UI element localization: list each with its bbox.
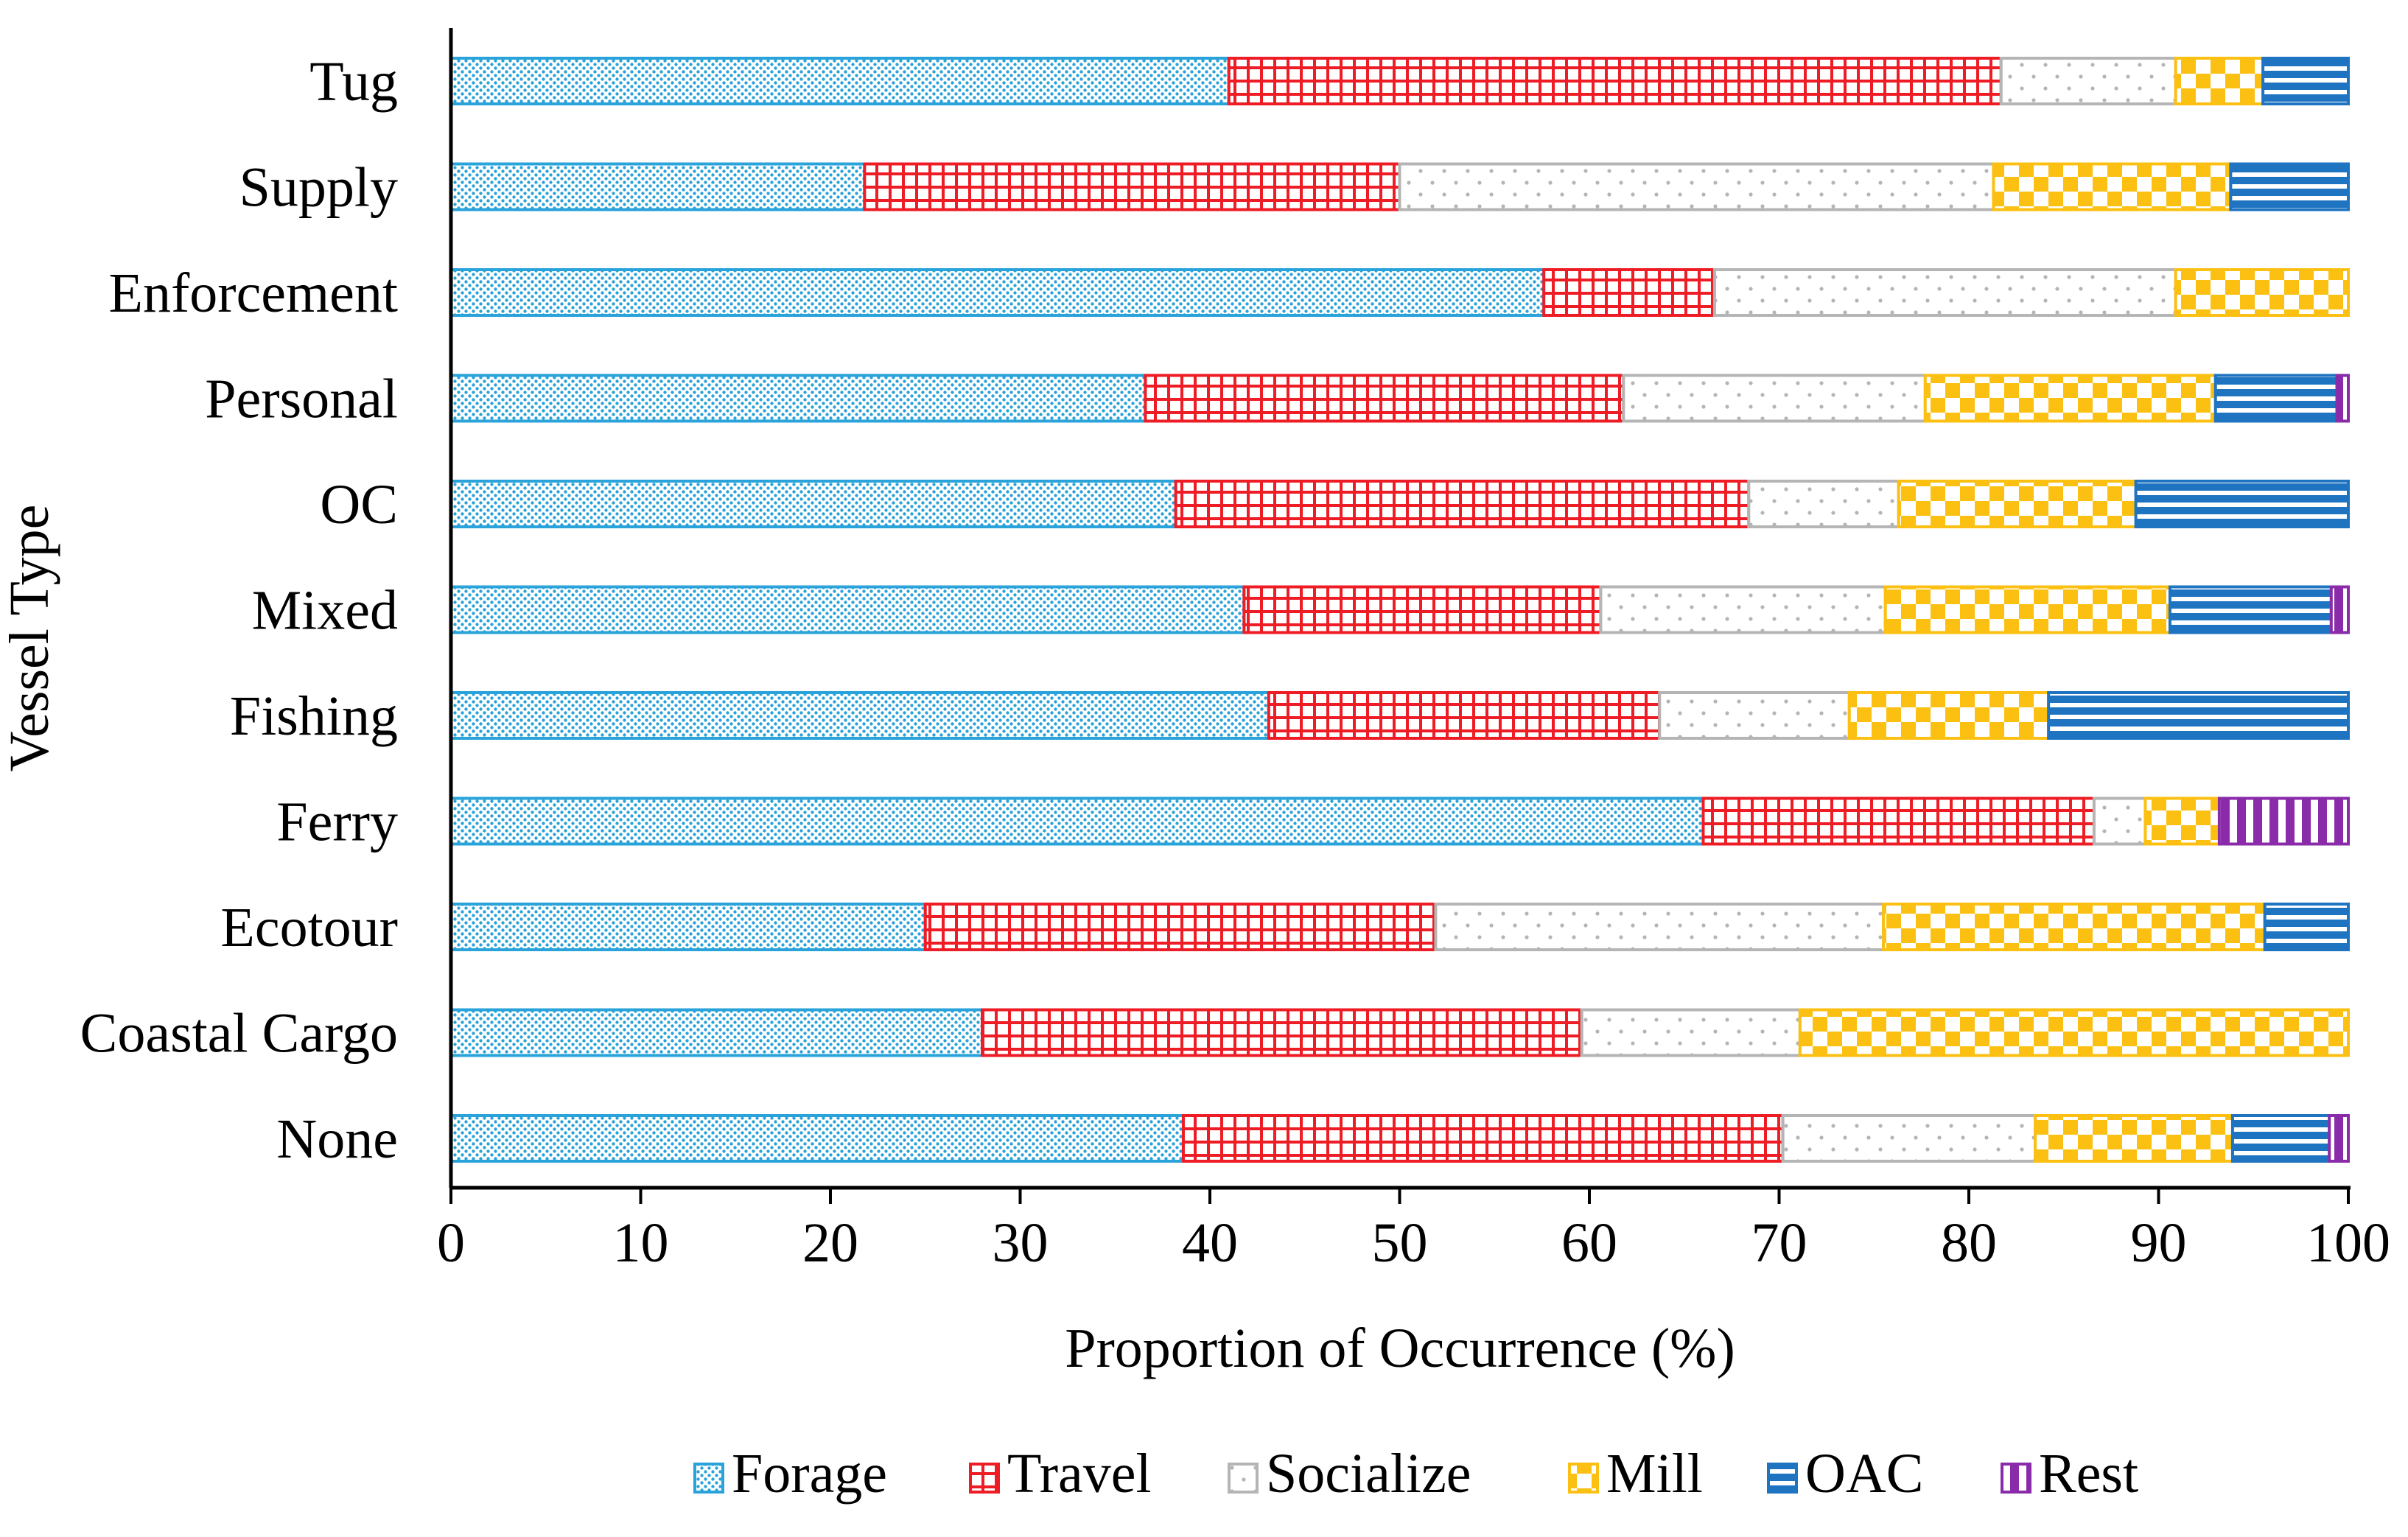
x-tick-label-0: 0 — [437, 1212, 465, 1274]
bar-mixed-oac — [2168, 585, 2333, 634]
bar-oc-socialize — [1747, 480, 1900, 528]
bar-enforcement-socialize — [1712, 268, 2177, 317]
legend-swatch-rest — [2001, 1463, 2031, 1494]
legend-label-oac: OAC — [1805, 1443, 1923, 1505]
legend-swatch-travel — [969, 1463, 1000, 1494]
category-label-supply: Supply — [239, 157, 398, 219]
bar-oc-oac — [2134, 480, 2351, 528]
bars-layer — [449, 57, 2351, 1163]
bar-fishing-oac — [2047, 691, 2350, 740]
bar-mixed-socialize — [1599, 585, 1887, 634]
category-label-oc: OC — [320, 474, 398, 536]
bar-coastal-cargo-travel — [981, 1008, 1583, 1057]
x-tick-label-100: 100 — [2306, 1212, 2390, 1274]
bar-ecotour-oac — [2263, 903, 2350, 951]
category-label-coastal-cargo: Coastal Cargo — [80, 1003, 398, 1065]
bar-ecotour-mill — [1882, 903, 2267, 951]
bar-fishing-socialize — [1658, 691, 1851, 740]
bar-ecotour-socialize — [1434, 903, 1886, 951]
bar-supply-travel — [863, 162, 1401, 211]
bar-personal-travel — [1144, 374, 1625, 423]
bar-tug-travel — [1227, 57, 2003, 105]
x-tick-label-90: 90 — [2131, 1212, 2187, 1274]
bar-personal-socialize — [1622, 374, 1927, 423]
bar-enforcement-travel — [1542, 268, 1716, 317]
x-tick-label-30: 30 — [993, 1212, 1049, 1274]
bar-ferry-socialize — [2092, 796, 2147, 846]
legend: Forage Travel Socialize Mill OAC Rest — [693, 1443, 2138, 1505]
x-axis-title: Proportion of Occurrence (%) — [1065, 1317, 1735, 1379]
legend-label-rest: Rest — [2039, 1443, 2138, 1505]
x-tick-label-70: 70 — [1751, 1212, 1807, 1274]
y-category-labels: Tug Supply Enforcement Personal OC Mixed Fishi… — [80, 51, 398, 1170]
bar-mixed-rest — [2329, 585, 2350, 634]
bar-ferry-travel — [1701, 796, 2096, 846]
bar-oc-mill — [1897, 480, 2138, 528]
bar-fishing-mill — [1847, 691, 2051, 740]
bar-tug-mill — [2174, 57, 2265, 105]
bar-coastal-cargo-forage — [449, 1008, 984, 1057]
bar-enforcement-mill — [2174, 268, 2351, 317]
bar-personal-mill — [1923, 374, 2217, 423]
x-tick-label-50: 50 — [1372, 1212, 1428, 1274]
bar-none-travel — [1181, 1114, 1785, 1163]
legend-swatch-oac — [1767, 1463, 1798, 1494]
bar-none-rest — [2328, 1114, 2350, 1163]
bar-oc-forage — [449, 480, 1177, 528]
x-tick-label-10: 10 — [613, 1212, 669, 1274]
bar-supply-forage — [449, 162, 867, 211]
bar-none-mill — [2034, 1114, 2234, 1163]
y-axis-title: Vessel Type — [0, 505, 60, 772]
bar-none-oac — [2230, 1114, 2331, 1163]
x-tick-label-80: 80 — [1941, 1212, 1997, 1274]
legend-swatch-mill — [1568, 1463, 1599, 1494]
bar-fishing-travel — [1267, 691, 1662, 740]
bar-ferry-rest — [2217, 796, 2350, 846]
bar-supply-socialize — [1398, 162, 1995, 211]
legend-label-socialize: Socialize — [1266, 1443, 1471, 1505]
bar-mixed-forage — [449, 585, 1246, 634]
bar-ecotour-forage — [449, 903, 927, 951]
legend-label-forage: Forage — [732, 1443, 887, 1505]
bar-ferry-forage — [449, 796, 1705, 846]
category-label-none: None — [276, 1108, 398, 1170]
x-tick-label-60: 60 — [1561, 1212, 1617, 1274]
category-label-ferry: Ferry — [276, 791, 398, 853]
legend-label-mill: Mill — [1606, 1443, 1703, 1505]
category-label-ecotour: Ecotour — [220, 897, 398, 959]
bar-none-socialize — [1781, 1114, 2037, 1163]
legend-swatch-socialize — [1228, 1463, 1259, 1494]
bar-coastal-cargo-mill — [1798, 1008, 2350, 1057]
bar-oc-travel — [1174, 480, 1751, 528]
legend-swatch-forage — [693, 1463, 724, 1494]
bar-mixed-travel — [1242, 585, 1603, 634]
bar-personal-forage — [449, 374, 1147, 423]
bar-ferry-mill — [2143, 796, 2221, 846]
bar-none-forage — [449, 1114, 1185, 1163]
bar-mixed-mill — [1883, 585, 2171, 634]
x-ticks: 0 10 20 30 40 50 60 70 80 90 100 — [437, 1188, 2390, 1274]
category-label-enforcement: Enforcement — [109, 262, 398, 324]
x-tick-label-40: 40 — [1182, 1212, 1238, 1274]
category-label-fishing: Fishing — [230, 685, 398, 747]
bar-tug-socialize — [1999, 57, 2177, 105]
bar-tug-oac — [2261, 57, 2350, 105]
category-label-tug: Tug — [309, 51, 398, 113]
bar-personal-oac — [2213, 374, 2339, 423]
x-tick-label-20: 20 — [802, 1212, 858, 1274]
bar-supply-oac — [2229, 162, 2351, 211]
bar-enforcement-forage — [449, 268, 1546, 317]
legend-label-travel: Travel — [1007, 1443, 1152, 1505]
bar-tug-forage — [449, 57, 1231, 105]
bar-coastal-cargo-socialize — [1580, 1008, 1802, 1057]
bar-fishing-forage — [449, 691, 1270, 740]
bar-supply-mill — [1992, 162, 2233, 211]
category-label-personal: Personal — [205, 368, 398, 430]
bar-ecotour-travel — [923, 903, 1438, 951]
bar-personal-rest — [2335, 374, 2351, 423]
category-label-mixed: Mixed — [252, 580, 398, 642]
